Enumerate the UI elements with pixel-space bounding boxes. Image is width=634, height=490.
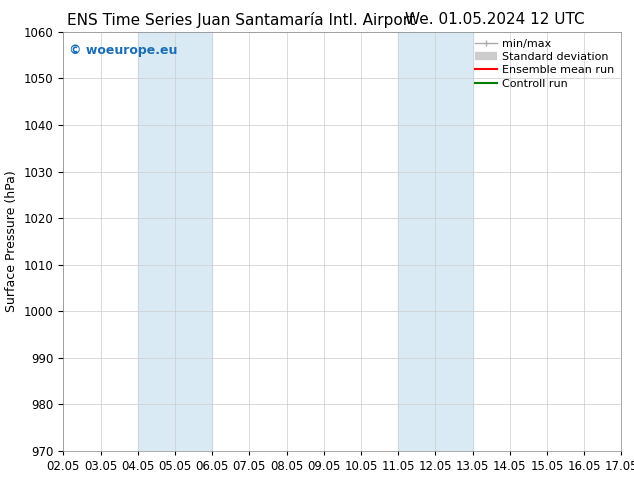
Text: © woeurope.eu: © woeurope.eu [69,45,178,57]
Text: ENS Time Series Juan Santamaría Intl. Airport: ENS Time Series Juan Santamaría Intl. Ai… [67,12,415,28]
Y-axis label: Surface Pressure (hPa): Surface Pressure (hPa) [5,171,18,312]
Text: We. 01.05.2024 12 UTC: We. 01.05.2024 12 UTC [404,12,585,27]
Bar [138,32,212,451]
Legend: min/max, Standard deviation, Ensemble mean run, Controll run: min/max, Standard deviation, Ensemble me… [470,34,619,93]
Bar [398,32,472,451]
